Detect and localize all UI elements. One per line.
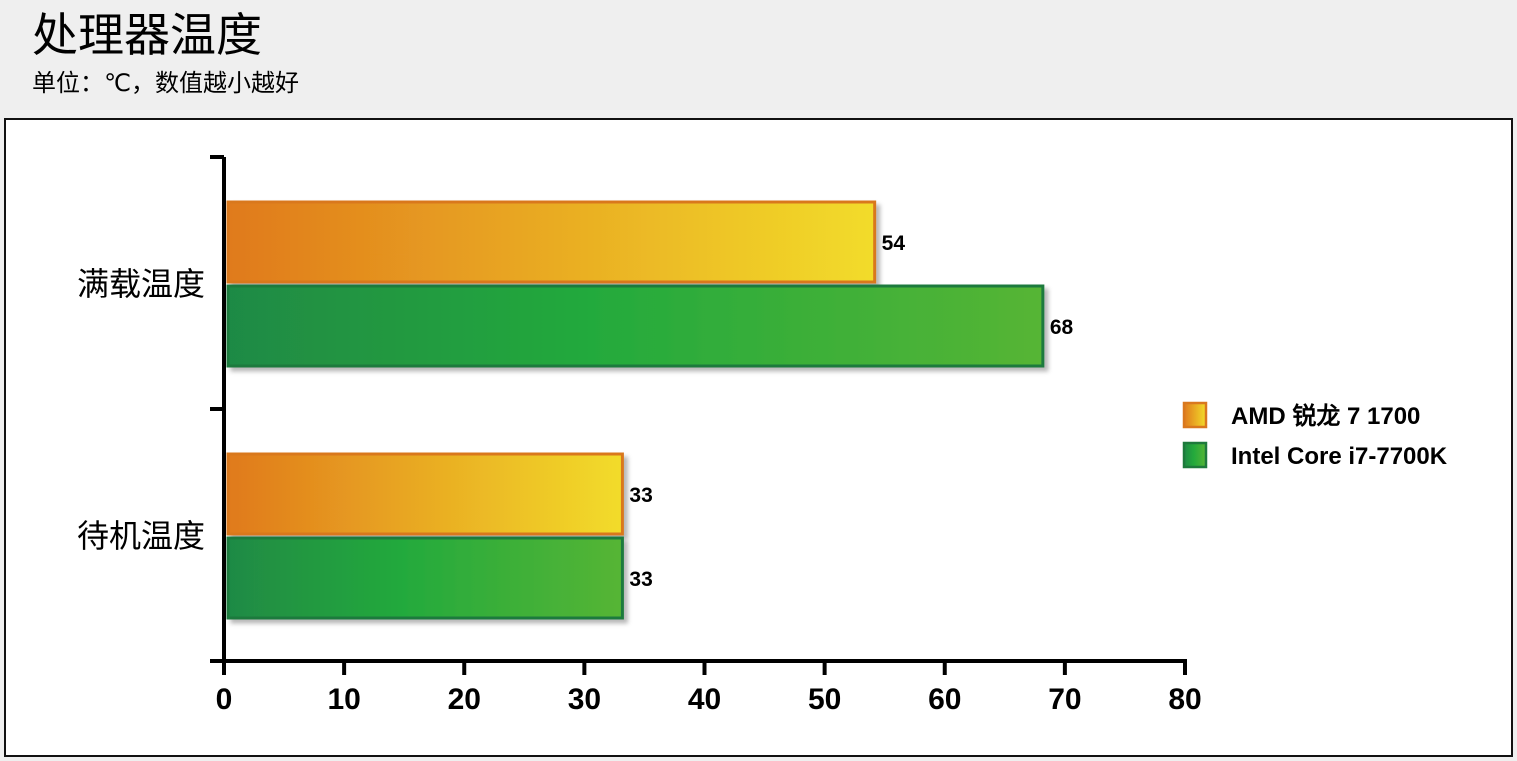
- x-tick-label: 60: [928, 683, 961, 716]
- x-tick-label: 70: [1048, 683, 1081, 716]
- axes: [210, 155, 1187, 675]
- chart-header: 处理器温度 单位：℃，数值越小越好: [0, 0, 1517, 116]
- category-label: 满载温度: [77, 265, 205, 303]
- bar: [226, 284, 1045, 368]
- x-tick-label: 50: [808, 683, 841, 716]
- category-label: 待机温度: [77, 517, 205, 555]
- legend-swatch: [1182, 401, 1208, 429]
- data-label: 68: [1050, 316, 1074, 339]
- bars: [226, 200, 1045, 620]
- data-label: 33: [629, 568, 652, 591]
- bar: [226, 536, 624, 620]
- legend-swatch: [1182, 441, 1208, 469]
- x-tick-label: 10: [327, 683, 360, 716]
- chart-subtitle: 单位：℃，数值越小越好: [32, 69, 299, 97]
- legend: AMD 锐龙 7 1700 Intel Core i7-7700K: [1182, 401, 1448, 470]
- x-tick-label: 20: [448, 683, 481, 716]
- data-label: 54: [882, 232, 906, 255]
- legend-label: AMD 锐龙 7 1700: [1231, 402, 1420, 430]
- x-tick-label: 0: [216, 683, 233, 716]
- x-tick-label: 40: [688, 683, 721, 716]
- chart-title: 处理器温度: [32, 8, 262, 62]
- x-tick-label: 80: [1168, 683, 1201, 716]
- bar: [226, 200, 877, 284]
- data-label: 33: [629, 484, 652, 507]
- bar: [226, 452, 624, 536]
- labels: 0 10 20 30 40 50 60 70 80 满载温度 54 68 待机温度 33 33: [77, 232, 1202, 716]
- legend-label: Intel Core i7-7700K: [1231, 443, 1448, 470]
- x-tick-label: 30: [568, 683, 601, 716]
